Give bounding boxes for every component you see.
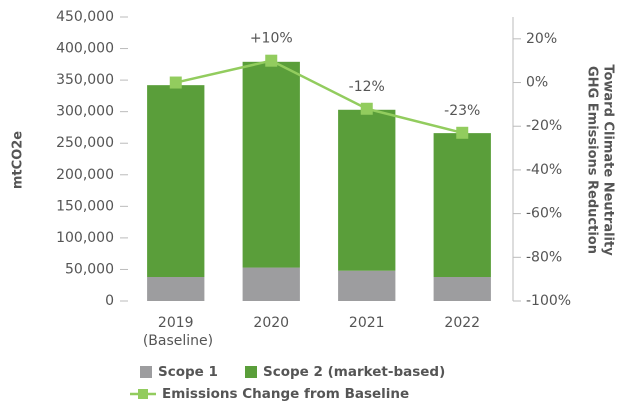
legend-label: Scope 2 (market-based) <box>263 364 445 380</box>
x-tick-label: 2019 (Baseline) <box>138 315 213 349</box>
marker <box>456 126 469 139</box>
data-label: -23% <box>444 103 480 119</box>
marker <box>265 54 278 67</box>
bar <box>433 277 491 301</box>
marker <box>169 76 182 89</box>
line <box>175 59 463 134</box>
y-tick-label: 0 <box>105 293 114 309</box>
bar <box>242 267 300 301</box>
legend-label: Emissions Change from Baseline <box>162 386 409 402</box>
y-tick-label: 200,000 <box>56 167 114 183</box>
legend-swatch <box>140 366 152 378</box>
y2-tick-label: -100% <box>526 293 571 309</box>
marker <box>360 102 373 115</box>
y2-tick-label: 20% <box>526 31 557 47</box>
y-tick-label: 100,000 <box>56 230 114 246</box>
y2-axis-label: Toward Climate Neutrality <box>601 64 616 256</box>
y-tick-label: 250,000 <box>56 135 114 151</box>
y2-tick-label: -40% <box>526 162 562 178</box>
bar <box>147 277 205 301</box>
y2-tick-label: -60% <box>526 206 562 222</box>
bar <box>433 133 491 278</box>
legend-label: Scope 1 <box>158 364 218 380</box>
data-label: -12% <box>349 79 385 95</box>
y-tick-label: 50,000 <box>65 261 114 277</box>
y-axis-label: mtCO2e <box>11 131 26 189</box>
x-tick-label: 2022 <box>444 315 480 331</box>
y2-tick-label: -80% <box>526 249 562 265</box>
x-tick-label: 2021 <box>349 315 385 331</box>
y2-tick-label: -20% <box>526 118 562 134</box>
data-label: +10% <box>250 31 293 47</box>
bar <box>242 61 300 268</box>
bar <box>338 270 396 301</box>
legend-swatch <box>245 366 257 378</box>
y-tick-label: 450,000 <box>56 9 114 25</box>
y2-axis-label: GHG Emissions Reduction <box>585 66 600 254</box>
x-tick-label: 2020 <box>253 315 289 331</box>
y2-tick-label: 0% <box>526 75 548 91</box>
bar <box>147 85 205 278</box>
legend-swatch <box>138 389 148 399</box>
y-tick-label: 150,000 <box>56 198 114 214</box>
y-tick-label: 400,000 <box>56 41 114 57</box>
y-tick-label: 300,000 <box>56 104 114 120</box>
bar <box>338 109 396 271</box>
y-tick-label: 350,000 <box>56 72 114 88</box>
